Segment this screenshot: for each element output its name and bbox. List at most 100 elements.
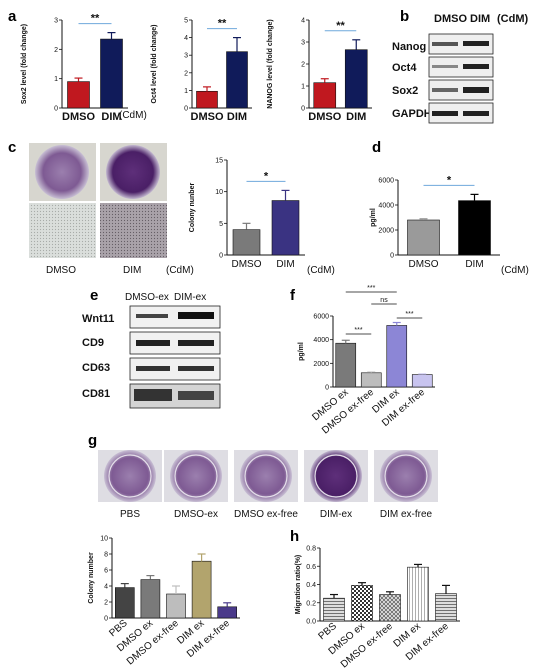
blot-e-band [178, 391, 214, 400]
plate-g [380, 450, 432, 502]
bar-dmso [196, 90, 218, 109]
panel-letter-g: g [88, 432, 97, 449]
comparison-label: *** [367, 285, 375, 292]
bar-dmso-ex-free [360, 372, 382, 388]
comparison-label: ns [380, 297, 388, 304]
y-tick-label: 4000 [313, 337, 329, 344]
plate-g [170, 450, 222, 502]
y-tick-label: 2 [184, 70, 188, 77]
blot-b-header-dim: DIM [470, 13, 490, 25]
y-tick-label: 2000 [378, 228, 394, 235]
bar-dmso-ex [351, 585, 373, 622]
y-tick-label: 2000 [313, 361, 329, 368]
y-tick-label: 2 [54, 47, 58, 54]
y-tick-label: 3 [54, 18, 58, 25]
y-tick-label: 5 [219, 221, 223, 228]
significance-label: ** [91, 13, 100, 25]
y-tick-label: 6 [104, 568, 108, 575]
blot-e-band [134, 389, 172, 401]
bar-dim-ex-free [217, 606, 237, 619]
y-tick-label: 0 [104, 616, 108, 623]
y-tick-label: 0 [184, 106, 188, 113]
y-axis-label: pg/ml [298, 342, 305, 361]
plate-label-g: DMSO-ex [174, 509, 218, 520]
blot-b-band [432, 88, 458, 92]
plate-rim-g [384, 454, 428, 498]
y-tick-label: 4 [104, 584, 108, 591]
blot-e-header-dim: DIM-ex [174, 292, 206, 303]
x-tick-label: DMSO [308, 111, 341, 123]
bar-dim [226, 51, 248, 109]
bar-pbs [115, 587, 135, 619]
comparison-label: *** [354, 327, 362, 334]
y-tick-label: 1 [54, 76, 58, 83]
y-tick-label: 0 [301, 106, 305, 113]
y-tick-label: 4000 [378, 203, 394, 210]
x-tick-label: DIM [465, 259, 483, 270]
y-tick-label: 6000 [378, 178, 394, 185]
bar-pbs [323, 597, 345, 622]
y-tick-label: 0.2 [306, 600, 316, 607]
bar-dim [458, 200, 491, 256]
colony-images-c: DMSO DIM (CdM) [29, 143, 194, 276]
unit-label-d: (CdM) [501, 265, 529, 276]
panel-letter-b: b [400, 8, 409, 25]
bar-dim [100, 38, 123, 109]
x-tick-label: DIM [101, 111, 121, 123]
y-tick-label: 1 [184, 88, 188, 95]
bar-dim-ex-free [411, 374, 433, 388]
x-tick-label: DMSO [232, 259, 262, 270]
x-tick-label: DIM [276, 259, 294, 270]
blot-b-band [432, 42, 458, 46]
image-label-dim-c: DIM [123, 265, 141, 276]
chart-nanog-level: 0 1 2 3 4 NANOG level (fold change) DMSO DIM ** [267, 18, 372, 123]
micro-texture [29, 203, 96, 258]
blot-e-strip-cd63 [129, 357, 221, 381]
blot-b-band [463, 41, 489, 46]
colony-images-g: PBS DMSO-ex DMSO ex-free DIM-ex DIM ex-free [98, 450, 438, 520]
image-label-dmso-c: DMSO [46, 265, 76, 276]
plate-g [104, 450, 156, 502]
y-tick-label: 1 [301, 84, 305, 91]
bar-dmso-ex [335, 342, 357, 388]
x-tick-label: DMSO [62, 111, 95, 123]
significance-label: * [447, 174, 452, 186]
panel-letter-h: h [290, 528, 299, 545]
y-tick-label: 4 [184, 35, 188, 42]
blot-e-band [136, 340, 170, 346]
image-unit-c: (CdM) [166, 265, 194, 276]
y-tick-label: 0 [390, 253, 394, 260]
chart-colony-number-c: 0 5 10 15 Colony nunber DMSO DIM * [189, 158, 305, 270]
bar-dmso-ex-free [166, 593, 186, 619]
blot-e-band [136, 366, 170, 371]
plate-rim-g [108, 454, 152, 498]
blot-e-band [178, 366, 214, 371]
blot-e-strip-wnt11 [129, 305, 221, 329]
blot-e-band [178, 340, 214, 346]
blot-b-band [463, 64, 489, 69]
bar-dmso [67, 81, 90, 109]
plate-dim-c [106, 145, 160, 199]
y-tick-label: 0 [219, 253, 223, 260]
chart-oct4-level: 0 1 2 3 4 5 Oct4 level (fold change) DMSO DIM ** [151, 18, 252, 123]
blot-e-band [178, 312, 214, 319]
panel-letter-a: a [8, 8, 17, 25]
y-axis-label: Colony number [88, 552, 95, 604]
blot-e-band [136, 314, 168, 318]
x-tick-label: DMSO [409, 259, 439, 270]
y-axis-label: NANOG level (fold change) [267, 19, 274, 108]
y-tick-label: 2 [301, 62, 305, 69]
bar-dmso [407, 219, 440, 256]
micro-texture [100, 203, 167, 258]
blot-b-band [432, 111, 458, 116]
bar-dim-ex-free [435, 593, 457, 622]
y-tick-label: 0.6 [306, 564, 316, 571]
comparison-label: *** [405, 311, 413, 318]
panel-letter-e: e [90, 287, 98, 304]
blot-b-unit: (CdM) [497, 13, 528, 25]
plate-rim-g [244, 454, 288, 498]
y-tick-label: 3 [301, 40, 305, 47]
panel-letter-d: d [372, 139, 381, 156]
